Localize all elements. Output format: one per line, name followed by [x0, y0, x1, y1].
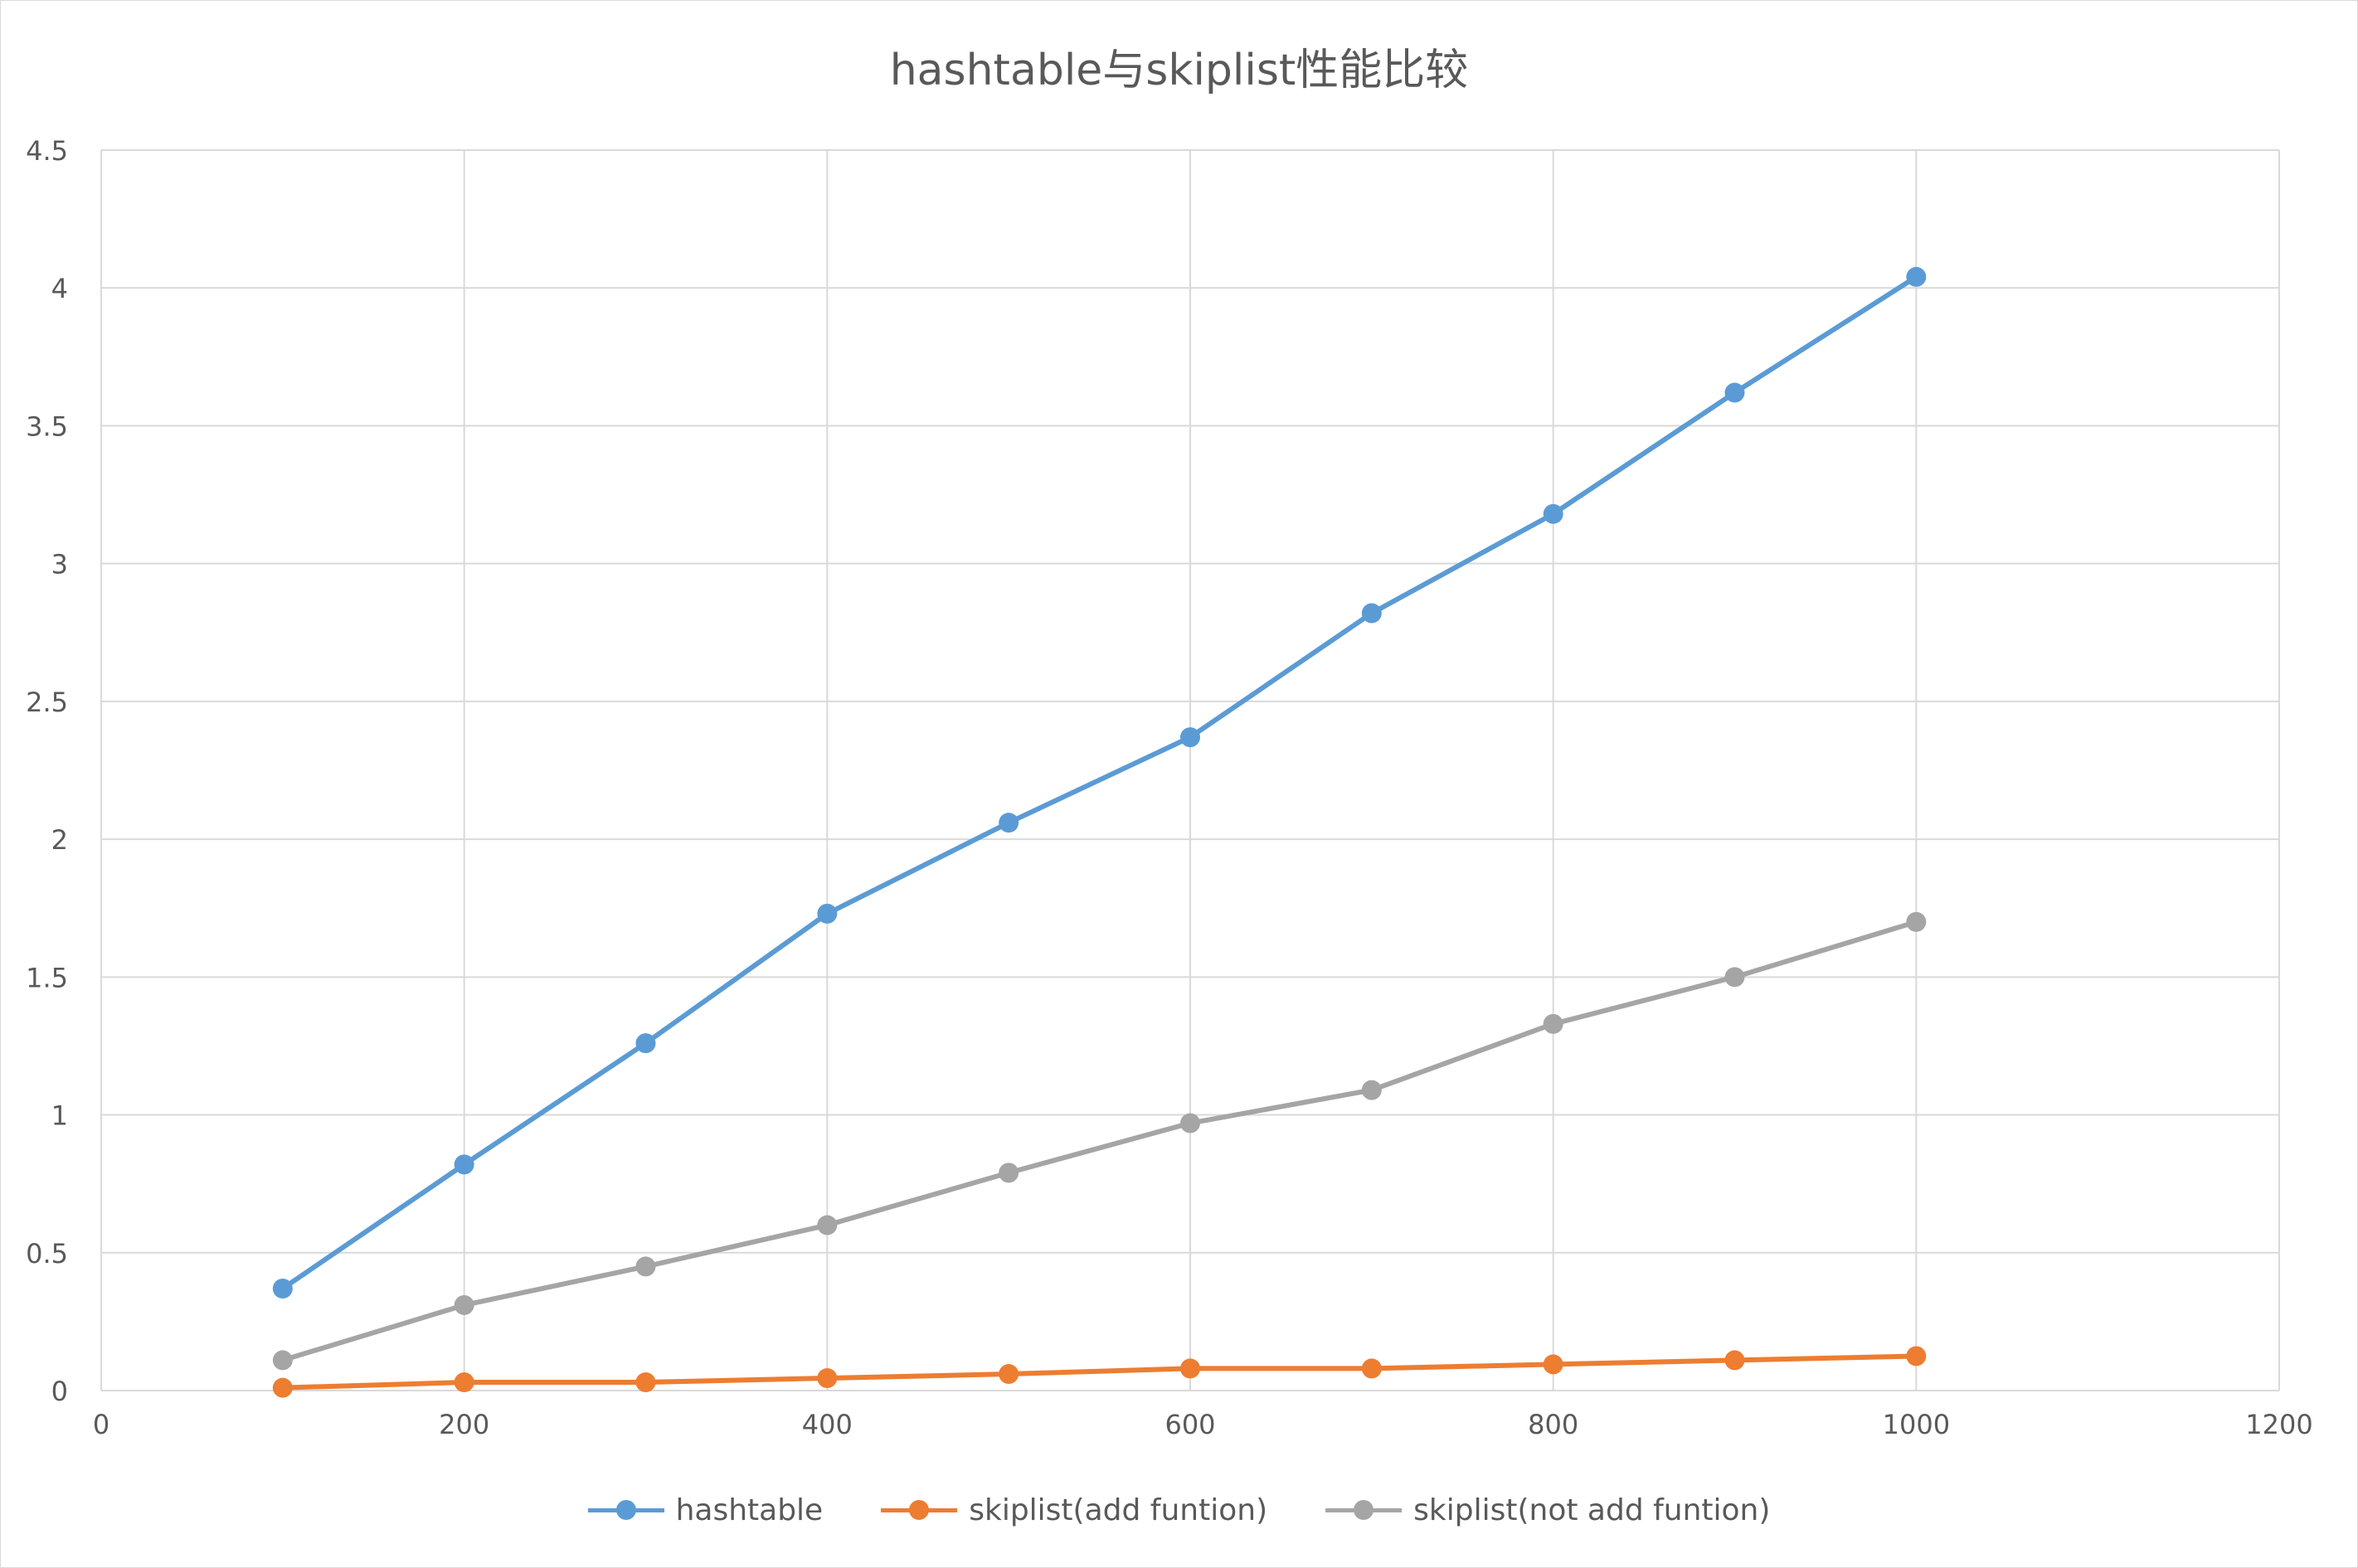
- legend-item: skiplist(not add funtion): [1325, 1493, 1770, 1527]
- data-point: [272, 1278, 293, 1299]
- data-point: [1906, 1346, 1927, 1367]
- data-point: [454, 1372, 474, 1393]
- y-tick-label: 2: [51, 824, 68, 856]
- legend-swatch: [1325, 1500, 1403, 1520]
- chart-title: hashtable与skiplist性能比较: [889, 46, 1469, 95]
- data-point: [999, 1163, 1019, 1183]
- data-point: [1724, 1350, 1745, 1371]
- legend-item: skiplist(add funtion): [881, 1493, 1267, 1527]
- legend-marker: [1354, 1500, 1374, 1520]
- legend: hashtable skiplist(add funtion) skiplist(n…: [0, 1489, 2358, 1531]
- data-point: [1543, 1354, 1563, 1375]
- data-point: [1724, 967, 1745, 988]
- data-point: [1543, 503, 1563, 524]
- y-tick-label: 1: [51, 1100, 68, 1132]
- legend-label: skiplist(add funtion): [969, 1493, 1268, 1527]
- data-point: [1180, 1113, 1200, 1134]
- data-point: [635, 1256, 656, 1277]
- x-tick-label: 1200: [2245, 1409, 2312, 1440]
- data-point: [1180, 727, 1200, 748]
- legend-marker: [909, 1500, 930, 1520]
- y-tick-label: 4.5: [26, 135, 68, 167]
- data-point: [1906, 266, 1927, 287]
- y-tick-label: 3.5: [26, 410, 68, 442]
- data-point: [635, 1372, 656, 1393]
- x-tick-label: 0: [93, 1409, 109, 1440]
- legend-label: hashtable: [675, 1493, 824, 1527]
- x-tick-label: 200: [439, 1409, 489, 1440]
- data-point: [999, 813, 1019, 833]
- legend-swatch: [881, 1500, 958, 1520]
- y-tick-label: 1.5: [26, 962, 68, 993]
- series-line: [280, 1353, 1919, 1391]
- data-point: [1361, 603, 1382, 624]
- x-tick-label: 400: [802, 1409, 853, 1440]
- data-point: [817, 903, 838, 924]
- y-tick-label: 2.5: [26, 687, 68, 718]
- data-point: [1724, 382, 1745, 403]
- data-point: [272, 1377, 293, 1398]
- data-point: [272, 1350, 293, 1371]
- legend-item: hashtable: [587, 1493, 824, 1527]
- data-point: [454, 1294, 474, 1315]
- data-point: [635, 1033, 656, 1054]
- data-point: [454, 1154, 474, 1175]
- y-tick-label: 0.5: [26, 1238, 68, 1269]
- series-line: [280, 274, 1919, 1291]
- data-point: [817, 1368, 838, 1389]
- x-tick-label: 800: [1528, 1409, 1578, 1440]
- data-point: [1180, 1358, 1200, 1379]
- legend-label: skiplist(not add funtion): [1413, 1493, 1771, 1527]
- x-tick-label: 600: [1164, 1409, 1215, 1440]
- data-point: [1361, 1080, 1382, 1100]
- y-tick-label: 4: [51, 273, 68, 304]
- data-point: [1906, 911, 1927, 932]
- y-tick-label: 0: [51, 1376, 68, 1407]
- data-point: [1543, 1013, 1563, 1034]
- x-tick-label: 1000: [1883, 1409, 1950, 1440]
- legend-swatch: [587, 1500, 664, 1520]
- series-line: [280, 919, 1919, 1363]
- data-point: [1361, 1358, 1382, 1379]
- legend-marker: [615, 1500, 636, 1520]
- data-point: [999, 1364, 1019, 1385]
- y-tick-label: 3: [51, 549, 68, 580]
- data-point: [817, 1215, 838, 1235]
